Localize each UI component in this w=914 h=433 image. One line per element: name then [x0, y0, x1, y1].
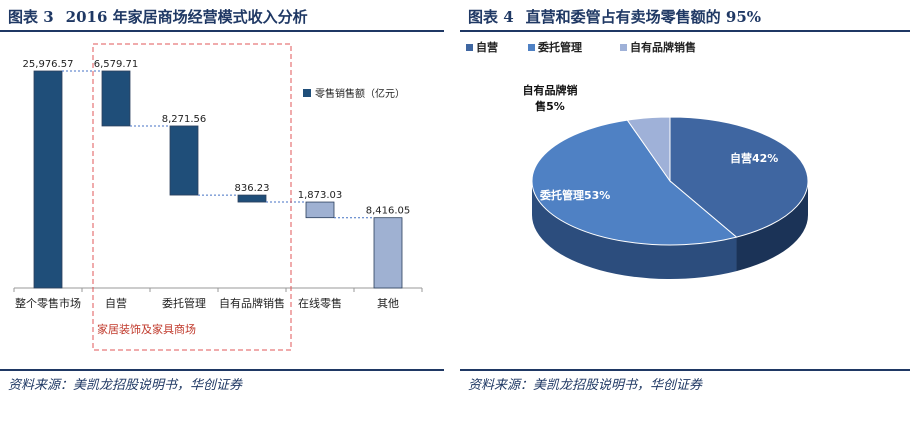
waterfall-bar: [33, 70, 63, 289]
waterfall-bar: [373, 217, 403, 289]
right-top-rule: [460, 30, 910, 32]
x-tick-label: 自有品牌销售: [219, 296, 285, 310]
pie-panel: 图表 4 直营和委管占有卖场零售额的 95% 自营42% 委托管理53% 自有品牌销售…: [460, 0, 914, 433]
pie-label-own: 自有品牌销: [523, 83, 578, 97]
waterfall-panel: 图表 3 2016 年家居商场经营模式收入分析 25,976.57 整个零售市场 6,…: [0, 0, 448, 433]
legend-label: 自营: [476, 40, 498, 54]
x-tick-label: 整个零售市场: [15, 296, 81, 310]
waterfall-value-label: 1,873.03: [298, 190, 343, 201]
waterfall-bar: [169, 125, 199, 196]
left-top-rule: [0, 30, 444, 32]
legend-label: 零售销售额（亿元）: [315, 87, 405, 100]
group-highlight-box: [92, 43, 292, 351]
group-label: 家居装饰及家具商场: [97, 322, 196, 336]
waterfall-bar: [101, 70, 131, 127]
pie-slice: [531, 119, 738, 246]
x-tick-label: 委托管理: [162, 296, 206, 310]
right-title-text: 直营和委管占有卖场零售额的 95%: [525, 8, 762, 26]
legend-label: 委托管理: [537, 40, 582, 54]
pie-slice: [669, 116, 809, 238]
x-tick-label: 其他: [377, 297, 399, 310]
waterfall-value-label: 6,579.71: [94, 59, 139, 70]
waterfall-value-label: 8,416.05: [366, 206, 411, 217]
legend-swatch: [528, 44, 535, 51]
right-chart-title: 图表 4 直营和委管占有卖场零售额的 95%: [468, 6, 761, 27]
waterfall-value-label: 836.23: [235, 183, 270, 194]
legend-label: 自有品牌销售: [630, 40, 696, 54]
pie-label-self: 自营42%: [730, 151, 778, 165]
legend-swatch: [303, 89, 311, 97]
left-title-text: 2016 年家居商场经营模式收入分析: [65, 8, 308, 26]
pie-slice-side: [532, 181, 737, 279]
x-tick-label: 在线零售: [298, 296, 342, 310]
waterfall-bar: [305, 201, 335, 219]
pie-label-own: 售5%: [534, 99, 565, 113]
right-figure-number: 图表 4: [468, 8, 514, 26]
pie-label-entrusted: 委托管理53%: [539, 188, 610, 202]
left-source-note: 资料来源：美凯龙招股说明书，华创证券: [8, 378, 243, 393]
left-bottom-rule: [0, 369, 444, 371]
legend-swatch: [466, 44, 473, 51]
waterfall-chart: 25,976.57 整个零售市场 6,579.71 自营 8,271.56 委托管理 836…: [13, 43, 423, 351]
left-figure-number: 图表 3: [8, 8, 54, 26]
waterfall-value-label: 25,976.57: [23, 59, 74, 70]
pie-slice: [626, 116, 671, 183]
legend-swatch: [620, 44, 627, 51]
right-source-note: 资料来源：美凯龙招股说明书，华创证券: [468, 378, 703, 393]
left-chart-title: 图表 3 2016 年家居商场经营模式收入分析: [8, 6, 308, 27]
right-bottom-rule: [460, 369, 910, 371]
waterfall-value-label: 8,271.56: [162, 114, 207, 125]
waterfall-bar: [237, 194, 267, 203]
pie-slice-side: [736, 181, 808, 272]
x-tick-label: 自营: [105, 296, 127, 310]
